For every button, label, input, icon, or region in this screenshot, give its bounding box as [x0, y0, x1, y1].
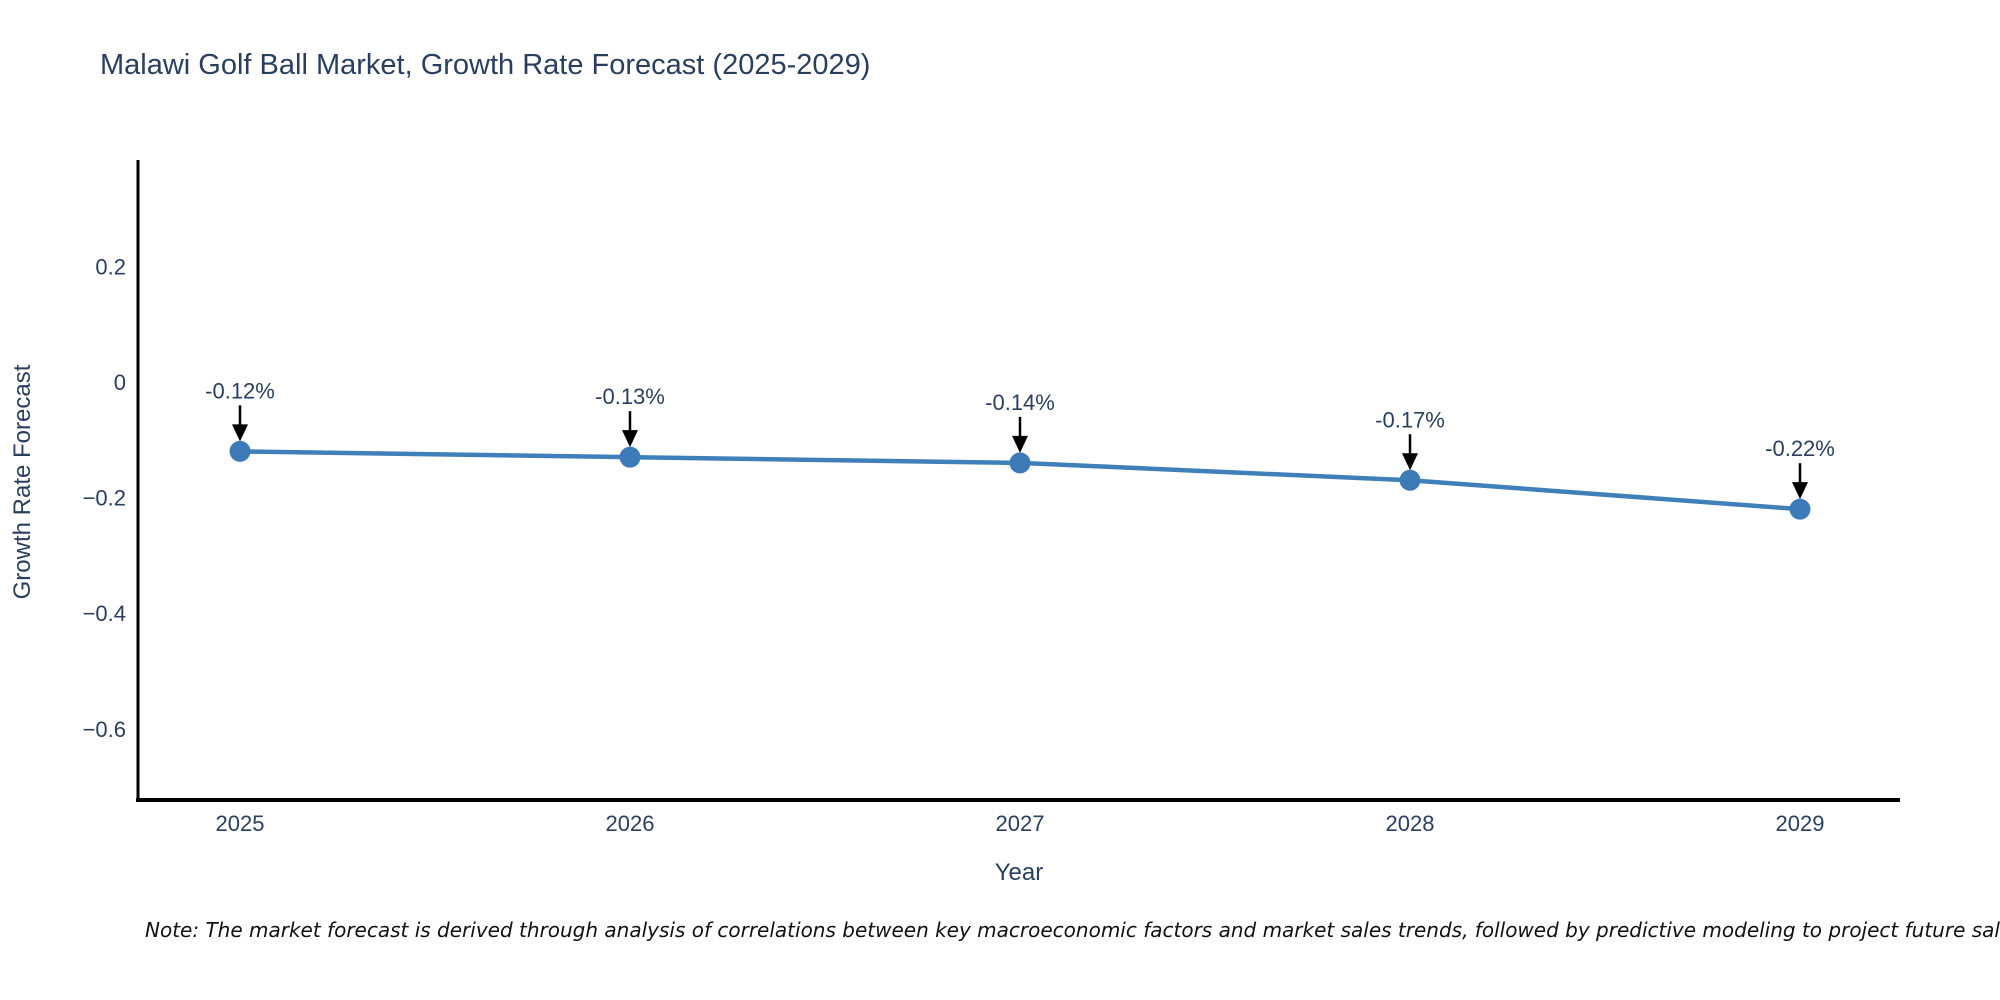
- point-value-label: -0.13%: [595, 384, 665, 409]
- data-point-marker: [229, 440, 251, 462]
- x-tick-label: 2025: [216, 811, 265, 836]
- annotation-arrow-head: [622, 430, 638, 448]
- y-tick-label: 0: [114, 370, 126, 395]
- annotation-arrow-head: [1792, 482, 1808, 500]
- point-value-label: -0.17%: [1375, 407, 1445, 432]
- y-tick-label: −0.2: [83, 486, 126, 511]
- plot-area: 0.2 0 −0.2 −0.4 −0.6 2025 2026 2027 2028 2029 -0.1…: [83, 254, 1835, 836]
- data-point-marker: [1789, 498, 1811, 520]
- y-tick-label: −0.4: [83, 601, 126, 626]
- x-tick-label: 2029: [1776, 811, 1825, 836]
- x-tick-label: 2028: [1386, 811, 1435, 836]
- x-tick-label: 2027: [996, 811, 1045, 836]
- data-point-marker: [1009, 452, 1031, 474]
- point-value-label: -0.12%: [205, 378, 275, 403]
- footnote: Note: The market forecast is derived thr…: [145, 918, 2000, 942]
- x-axis-title: Year: [995, 859, 1044, 886]
- point-value-label: -0.14%: [985, 390, 1055, 415]
- chart-title: Malawi Golf Ball Market, Growth Rate For…: [100, 49, 870, 81]
- y-tick-label: −0.6: [83, 717, 126, 742]
- x-tick-label: 2026: [606, 811, 655, 836]
- annotation-arrow-head: [232, 424, 248, 442]
- y-axis-title: Growth Rate Forecast: [9, 364, 36, 599]
- data-point-marker: [619, 446, 641, 468]
- y-tick-label: 0.2: [95, 254, 126, 279]
- data-point-marker: [1399, 469, 1421, 491]
- point-value-label: -0.22%: [1765, 436, 1835, 461]
- annotation-arrow-head: [1012, 435, 1028, 453]
- annotation-arrow-head: [1402, 453, 1418, 471]
